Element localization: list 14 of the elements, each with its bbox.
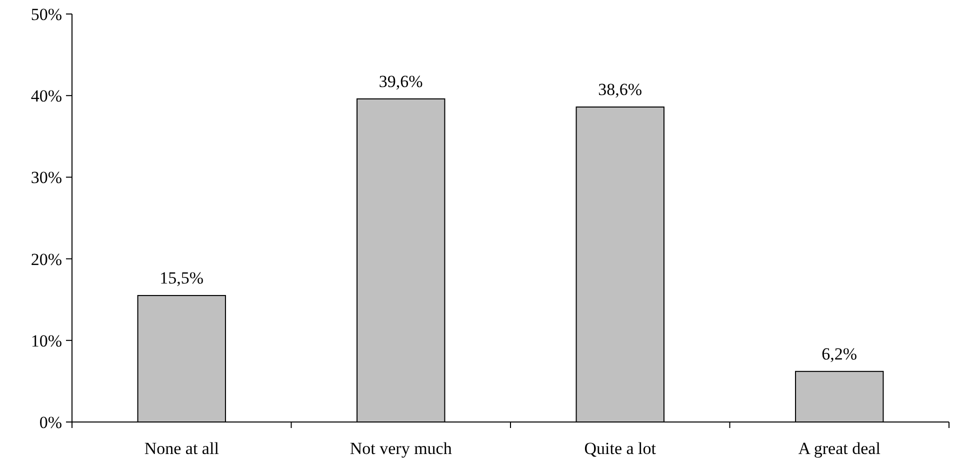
x-tick-label: A great deal <box>798 439 881 458</box>
data-label: 6,2% <box>822 344 858 364</box>
x-tick-label: Not very much <box>350 439 452 458</box>
x-tick-label: None at all <box>144 439 220 458</box>
y-tick-label: 10% <box>30 331 62 350</box>
x-tick-label: Quite a lot <box>584 439 656 458</box>
data-label: 38,6% <box>598 80 642 100</box>
y-tick-label: 0% <box>39 412 62 432</box>
y-tick-label: 50% <box>30 4 62 24</box>
y-tick-label: 30% <box>30 168 62 188</box>
data-label: 39,6% <box>378 72 423 91</box>
y-tick-label: 20% <box>30 250 62 269</box>
data-label: 15,5% <box>160 268 204 288</box>
y-tick-label: 40% <box>30 86 62 106</box>
